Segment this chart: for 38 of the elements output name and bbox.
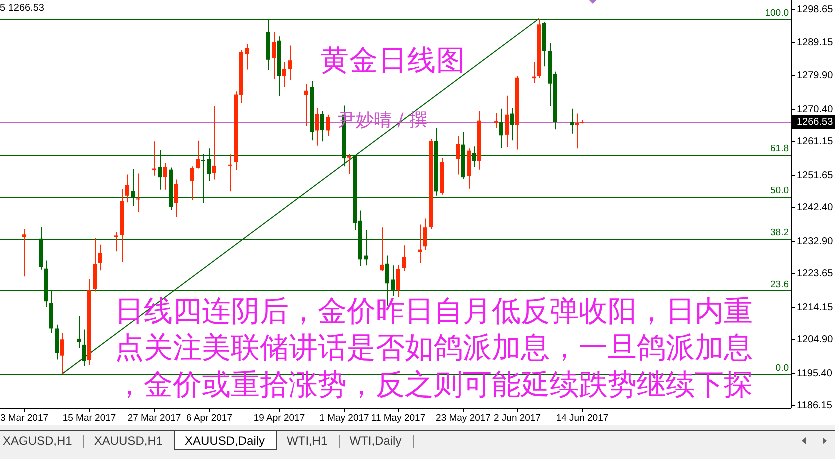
ref-line-label: 50.0 (770, 186, 789, 197)
y-tick-label: 1186.15 (797, 400, 833, 411)
y-tick-label: 1232.90 (797, 236, 834, 247)
x-tick-label: 11 May 2017 (371, 413, 426, 424)
ref-line-label: 38.2 (770, 228, 789, 239)
text: XAGUSD,H1 (3, 434, 73, 448)
ref-line-label: 0.0 (776, 363, 789, 374)
ref-line-label: 100.0 (765, 8, 789, 20)
ref-line-label: 61.8 (770, 144, 789, 155)
x-tick-label: 19 Apr 2017 (254, 413, 306, 424)
x-tick-label: 3 Mar 2017 (0, 413, 49, 424)
y-tick-label: 1251.65 (797, 170, 834, 181)
y-tick-label: 1289.15 (797, 37, 834, 48)
x-tick-label: 23 May 2017 (436, 413, 491, 424)
text: XAUUSD,H1 (94, 434, 164, 448)
y-tick-label: 1242.40 (797, 202, 834, 213)
y-tick-label: 1298.65 (797, 4, 834, 15)
y-tick-label: 1261.15 (797, 136, 834, 147)
y-tick-label: 1195.40 (797, 368, 833, 379)
annotation: 日线四连阴后，金价昨日自月低反弹收阳，日内重点关注美联储讲话是否如鸽派加息，一旦鸽派加息，金价或重拾涨势，反之则可能延续跌势继续下探 (115, 294, 753, 402)
y-tick-label: 1279.90 (797, 70, 834, 81)
text: WTI,H1 (287, 434, 328, 448)
y-tick-label: 1204.90 (797, 334, 834, 345)
ref-line-label: 1266.53 (797, 116, 834, 128)
x-tick-label: 6 Apr 2017 (186, 413, 232, 424)
x-tick-label: 2 Jun 2017 (494, 413, 542, 424)
text: WTI,Daily (350, 434, 402, 448)
x-tick-label: 15 Mar 2017 (62, 413, 116, 424)
y-tick-label: 1223.65 (797, 268, 834, 279)
x-tick-label: 1 May 2017 (320, 413, 370, 424)
text: 黄金日线图 (320, 44, 466, 76)
annotation: 5 1266.53 (0, 3, 45, 14)
x-tick-label: 14 Jun 2017 (556, 413, 609, 424)
y-tick-label: 1270.40 (797, 104, 834, 115)
text: XAUUSD,Daily (185, 434, 266, 448)
ref-line-label: 23.6 (770, 279, 789, 290)
x-tick-label: 27 Mar 2017 (128, 413, 182, 424)
y-tick-label: 1214.15 (797, 302, 834, 313)
